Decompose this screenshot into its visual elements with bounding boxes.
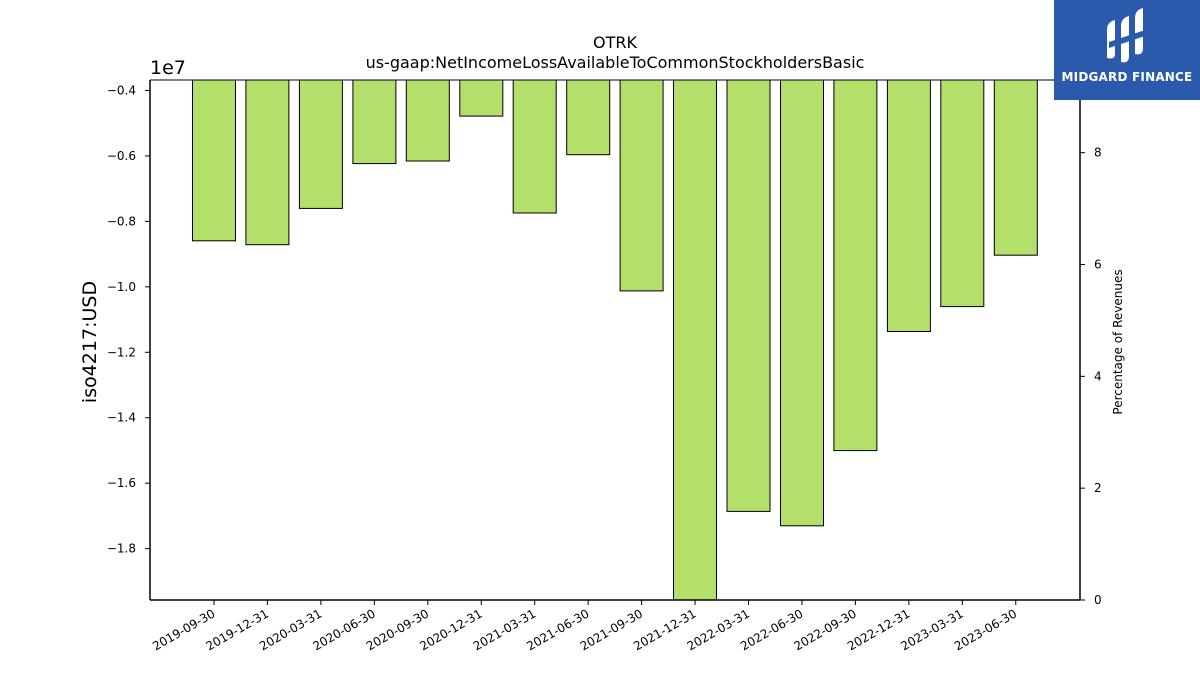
bar-2020-06-30: [352, 79, 397, 165]
y2-tick-label: 6: [1094, 258, 1102, 272]
bars-layer: [192, 79, 1038, 601]
y-tick-label: −1.2: [107, 345, 136, 359]
y-tick-label: −1.0: [107, 280, 136, 294]
x-axis: 2019-09-302019-12-312020-03-312020-06-30…: [150, 600, 1019, 653]
bar-2020-09-30: [405, 79, 450, 162]
y-axis: −0.4 −0.6 −0.8 −1.0 −1.2 −1.4 −1.6 −1.8: [107, 83, 150, 556]
y-tick-label: −1.6: [107, 476, 136, 490]
y2-tick-label: 4: [1094, 369, 1102, 383]
bar-2021-12-31: [673, 79, 717, 601]
y-tick-label: −0.4: [107, 83, 136, 97]
y-axis-label: iso4217:USD: [79, 281, 101, 403]
bar-2019-09-30: [192, 79, 236, 242]
y-axis-offset-label: 1e7: [150, 57, 186, 79]
bar-2021-06-30: [566, 79, 611, 156]
secondary-y-axis: 0 2 4 6 8: [1080, 146, 1102, 607]
axes-frame: [149, 79, 1081, 601]
bar-2022-03-31: [726, 79, 771, 512]
y2-tick-label: 0: [1094, 593, 1102, 607]
y2-tick-label: 8: [1094, 146, 1102, 160]
bar-2022-06-30: [780, 79, 824, 527]
bar-2022-12-31: [886, 79, 931, 332]
y-tick-label: −0.8: [107, 214, 136, 228]
bar-2020-03-31: [298, 79, 343, 209]
bar-2022-09-30: [833, 79, 878, 452]
bar-2020-12-31: [459, 79, 504, 117]
y-tick-label: −1.4: [107, 411, 136, 425]
bar-2019-12-31: [245, 79, 290, 246]
chart-subtitle: us-gaap:NetIncomeLossAvailableToCommonSt…: [366, 53, 865, 72]
y-tick-label: −1.8: [107, 542, 136, 556]
y2-tick-label: 2: [1094, 481, 1102, 495]
chart-title: OTRK: [593, 33, 637, 52]
brand-logo: MIDGARD FINANCE: [1054, 0, 1200, 100]
bar-2023-06-30: [993, 79, 1038, 256]
bar-2021-09-30: [619, 79, 664, 292]
brand-name: MIDGARD FINANCE: [1061, 70, 1193, 84]
midgard-logo-icon: [1107, 8, 1145, 63]
secondary-y-axis-label: Percentage of Revenues: [1111, 269, 1125, 414]
bar-2021-03-31: [512, 79, 557, 214]
bar-2023-03-31: [940, 79, 985, 308]
y-tick-label: −0.6: [107, 149, 136, 163]
